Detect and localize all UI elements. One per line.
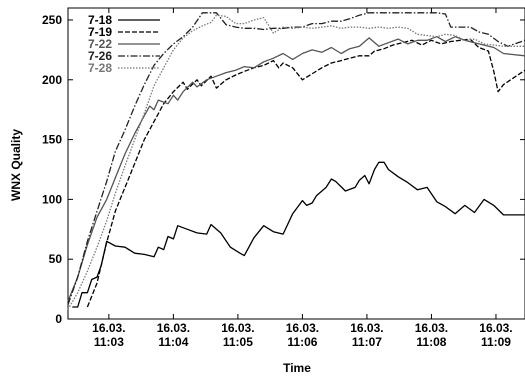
legend-label-7-22: 7-22 xyxy=(88,37,112,51)
x-tick-time: 11:04 xyxy=(158,335,188,349)
x-tick-date: 16.03. xyxy=(92,321,125,335)
x-tick-time: 11:08 xyxy=(416,335,446,349)
y-tick-label: 250 xyxy=(42,13,62,27)
series-line-7-22 xyxy=(67,36,525,302)
y-tick-label: 100 xyxy=(42,192,62,206)
x-tick-date: 16.03. xyxy=(350,321,383,335)
legend: 7-187-197-227-267-28 xyxy=(88,13,160,75)
legend-label-7-19: 7-19 xyxy=(88,25,112,39)
x-axis-title: Time xyxy=(283,361,311,375)
x-tick-date: 16.03. xyxy=(157,321,190,335)
y-tick-label: 200 xyxy=(42,73,62,87)
series-lines xyxy=(67,12,525,310)
x-tick-date: 16.03. xyxy=(479,321,512,335)
y-tick-label: 150 xyxy=(42,133,62,147)
x-tick-time: 11:07 xyxy=(352,335,382,349)
plot-frame xyxy=(67,7,525,320)
x-tick-date: 16.03. xyxy=(221,321,254,335)
legend-label-7-26: 7-26 xyxy=(88,49,112,63)
y-tick-label: 50 xyxy=(49,252,63,266)
series-line-7-28 xyxy=(67,14,525,310)
x-tick-date: 16.03. xyxy=(415,321,448,335)
x-tick-time: 11:09 xyxy=(481,335,511,349)
legend-label-7-18: 7-18 xyxy=(88,13,112,27)
x-tick-time: 11:06 xyxy=(287,335,317,349)
y-axis-title: WNX Quality xyxy=(9,129,23,201)
x-tick-date: 16.03. xyxy=(286,321,319,335)
series-line-7-19 xyxy=(86,38,525,308)
series-line-7-18 xyxy=(72,161,525,308)
y-tick-label: 0 xyxy=(55,312,62,326)
axis-ticks: 05010015020025016.03.11:0316.03.11:0416.… xyxy=(42,8,525,349)
legend-label-7-28: 7-28 xyxy=(88,61,112,75)
x-tick-time: 11:05 xyxy=(223,335,253,349)
x-tick-time: 11:03 xyxy=(94,335,124,349)
